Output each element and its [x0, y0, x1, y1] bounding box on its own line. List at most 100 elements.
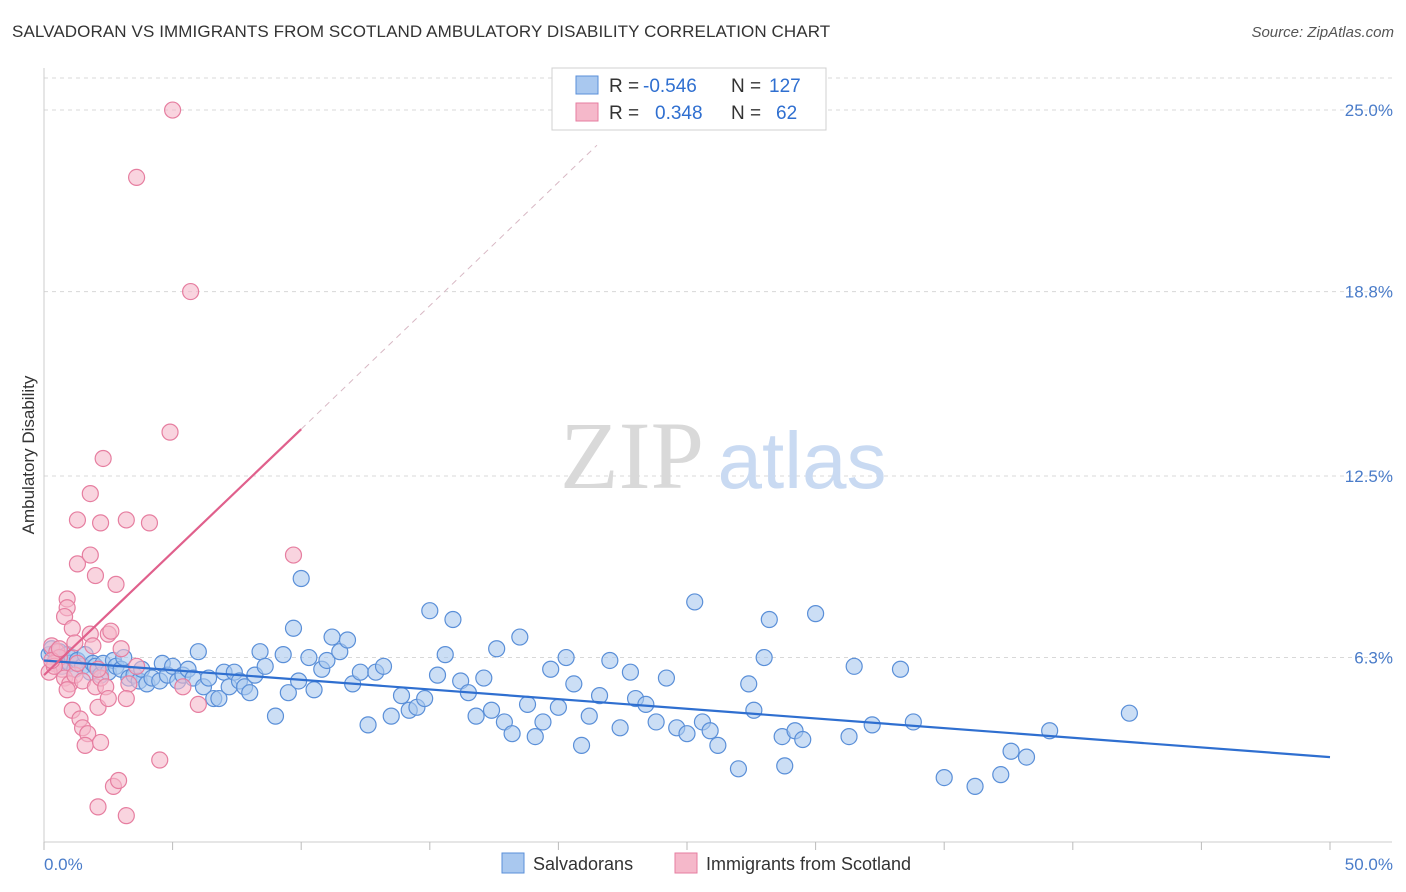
salvadoran-point-112: [740, 675, 758, 693]
scotland-point-21: [102, 622, 120, 640]
scotland-point-55: [109, 771, 128, 790]
salvadoran-point-110: [709, 736, 727, 754]
legend-n-label-2: N =: [731, 103, 761, 124]
salvadoran-point-59: [305, 681, 323, 699]
salvadoran-point-42: [210, 689, 228, 708]
bottom-legend-swatch-blue: [501, 852, 525, 874]
scotland-point-3: [161, 423, 179, 441]
legend-swatch-blue: [575, 75, 599, 95]
legend-n-value-1: 127: [769, 76, 801, 97]
salvadoran-point-103: [647, 713, 665, 731]
bottom-legend: Salvadorans Immigrants from Scotland: [501, 852, 911, 874]
x-tick-label-1: 50.0%: [1345, 855, 1393, 874]
y-tick-label-1: 12.5%: [1345, 467, 1393, 486]
salvadoran-point-93: [557, 648, 575, 667]
scotland-point-12: [86, 566, 105, 585]
salvadoran-point-83: [482, 701, 501, 719]
scotland-point-11: [81, 546, 99, 564]
salvadoran-point-107: [686, 593, 704, 611]
salvadoran-point-62: [323, 628, 341, 646]
salvadoran-point-53: [274, 646, 292, 664]
salvadoran-point-84: [488, 640, 506, 658]
grid-lines: [44, 77, 1392, 659]
salvadoran-point-48: [241, 684, 259, 702]
salvadoran-trend-line: [43, 659, 1331, 759]
salvadoran-point-57: [292, 569, 310, 588]
salvadoran-point-127: [966, 777, 984, 795]
salvadoran-point-123: [863, 716, 881, 734]
salvadoran-point-106: [678, 725, 696, 743]
scotland-point-18: [63, 619, 81, 637]
bottom-legend-salvadorans: Salvadorans: [533, 854, 633, 874]
scotland-point-10: [68, 555, 87, 573]
salvadoran-point-129: [1002, 742, 1020, 760]
scotland-point-24: [112, 640, 130, 658]
scotland-point-9: [140, 514, 159, 532]
salvadoran-point-75: [421, 602, 439, 620]
salvadoran-point-90: [534, 713, 552, 731]
salvadoran-point-104: [657, 669, 676, 687]
salvadoran-point-91: [542, 660, 560, 678]
watermark-atlas: atlas: [718, 416, 887, 505]
scatter-points: [40, 101, 1138, 825]
salvadoran-point-70: [382, 707, 400, 725]
scotland-point-23: [84, 637, 102, 655]
salvadoran-point-58: [300, 648, 318, 667]
salvadoran-point-120: [806, 605, 825, 623]
salvadoran-point-78: [444, 610, 462, 629]
legend-r-value-2: 0.348: [655, 103, 703, 124]
salvadoran-point-125: [904, 713, 922, 731]
salvadoran-point-86: [503, 725, 521, 743]
trend-lines: [43, 144, 1331, 759]
salvadoran-point-87: [511, 628, 529, 646]
salvadoran-point-71: [392, 687, 411, 705]
salvadoran-point-82: [475, 669, 493, 687]
legend-n-label-1: N =: [731, 76, 761, 97]
scotland-point-52: [117, 689, 135, 708]
scotland-point-51: [91, 733, 110, 752]
scotland-point-1: [127, 168, 146, 186]
scotland-point-14: [284, 546, 303, 564]
axes: [43, 68, 1392, 850]
legend-n-value-2: 62: [776, 103, 797, 124]
y-tick-label-3: 25.0%: [1345, 101, 1393, 120]
salvadoran-point-97: [590, 687, 609, 705]
scotland-point-41: [174, 678, 192, 696]
salvadoran-point-66: [351, 663, 369, 681]
salvadoran-point-109: [701, 722, 719, 740]
legend-r-value-1: -0.546: [643, 76, 697, 97]
scotland-point-59: [50, 640, 69, 658]
salvadoran-point-38: [189, 643, 207, 661]
salvadoran-point-76: [428, 666, 447, 684]
salvadoran-point-114: [755, 648, 773, 667]
scotland-point-7: [91, 514, 110, 532]
salvadoran-point-88: [518, 695, 537, 713]
scotland-point-0: [164, 101, 182, 119]
salvadoran-point-111: [729, 760, 748, 778]
salvadoran-point-55: [284, 619, 303, 637]
bottom-legend-swatch-pink: [674, 852, 698, 874]
scotland-point-6: [68, 511, 87, 529]
salvadoran-point-130: [1017, 748, 1036, 766]
salvadoran-point-126: [935, 768, 953, 787]
salvadoran-point-67: [359, 716, 377, 734]
scotland-point-4: [94, 449, 112, 468]
salvadoran-point-52: [266, 707, 285, 725]
scotland-point-22: [66, 634, 84, 652]
salvadoran-point-61: [318, 651, 336, 670]
tick-labels: 6.3% 12.5% 18.8% 25.0% 0.0% 50.0%: [44, 101, 1393, 874]
scotland-trend-line: [43, 428, 302, 676]
salvadoran-point-89: [526, 728, 544, 746]
x-tick-label-0: 0.0%: [44, 855, 83, 874]
salvadoran-point-94: [565, 675, 583, 693]
y-tick-label-2: 18.8%: [1345, 283, 1393, 302]
salvadoran-point-113: [745, 701, 763, 719]
salvadoran-point-99: [611, 719, 629, 737]
scotland-point-42: [189, 695, 207, 713]
salvadoran-point-54: [279, 684, 297, 702]
chart-title: SALVADORAN VS IMMIGRANTS FROM SCOTLAND A…: [12, 22, 831, 41]
salvadoran-point-92: [549, 698, 568, 716]
salvadoran-point-128: [992, 766, 1010, 784]
salvadoran-point-124: [891, 660, 910, 678]
